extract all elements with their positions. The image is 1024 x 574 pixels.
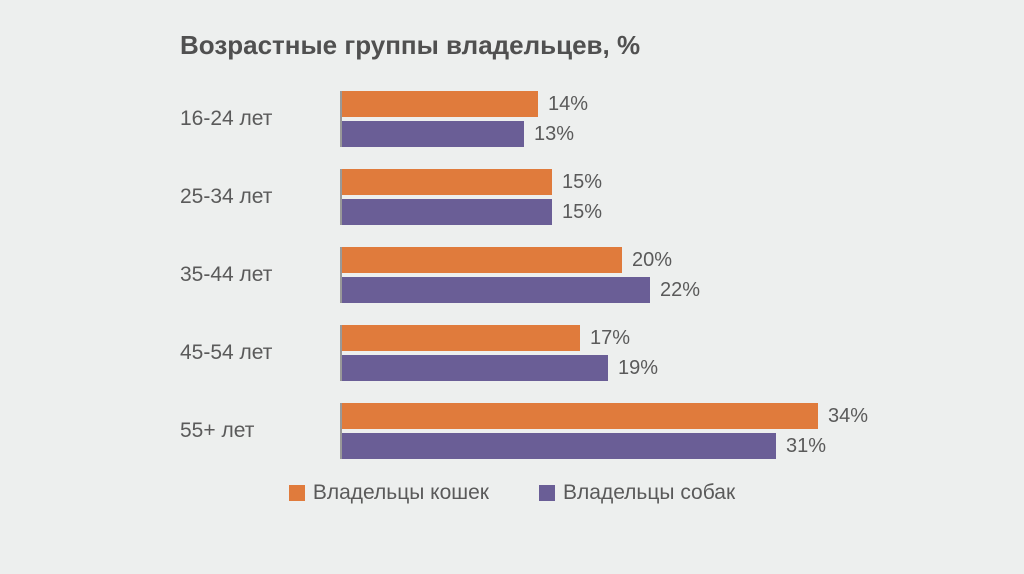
bar-row-cats: 34% <box>342 403 920 429</box>
category-label: 16-24 лет <box>180 107 340 131</box>
bar-dogs <box>342 355 608 381</box>
legend-label: Владельцы собак <box>563 481 735 505</box>
value-label: 31% <box>786 435 826 458</box>
category-label: 55+ лет <box>180 419 340 443</box>
bar-cats <box>342 169 552 195</box>
legend: Владельцы кошек Владельцы собак <box>40 481 984 505</box>
value-label: 15% <box>562 201 602 224</box>
bar-row-cats: 17% <box>342 325 920 351</box>
legend-label: Владельцы кошек <box>313 481 489 505</box>
bar-row-dogs: 13% <box>342 121 920 147</box>
bar-row-dogs: 31% <box>342 433 920 459</box>
value-label: 15% <box>562 171 602 194</box>
category-label: 35-44 лет <box>180 263 340 287</box>
chart-title: Возрастные группы владельцев, % <box>180 30 984 61</box>
legend-item-dogs: Владельцы собак <box>539 481 735 505</box>
bars-track: 14%13% <box>340 91 920 147</box>
bar-dogs <box>342 277 650 303</box>
bar-row-cats: 15% <box>342 169 920 195</box>
bar-dogs <box>342 121 524 147</box>
legend-swatch <box>539 485 555 501</box>
bar-dogs <box>342 199 552 225</box>
category-group: 25-34 лет15%15% <box>180 169 920 225</box>
bar-cats <box>342 403 818 429</box>
bar-cats <box>342 325 580 351</box>
bars-track: 20%22% <box>340 247 920 303</box>
legend-swatch <box>289 485 305 501</box>
value-label: 14% <box>548 93 588 116</box>
bars-track: 34%31% <box>340 403 920 459</box>
bar-cats <box>342 91 538 117</box>
value-label: 20% <box>632 249 672 272</box>
bars-track: 15%15% <box>340 169 920 225</box>
legend-item-cats: Владельцы кошек <box>289 481 489 505</box>
value-label: 17% <box>590 327 630 350</box>
value-label: 13% <box>534 123 574 146</box>
bars-track: 17%19% <box>340 325 920 381</box>
value-label: 22% <box>660 279 700 302</box>
category-group: 45-54 лет17%19% <box>180 325 920 381</box>
bar-chart: 16-24 лет14%13%25-34 лет15%15%35-44 лет2… <box>180 91 920 459</box>
category-label: 25-34 лет <box>180 185 340 209</box>
bar-dogs <box>342 433 776 459</box>
bar-row-cats: 20% <box>342 247 920 273</box>
value-label: 19% <box>618 357 658 380</box>
value-label: 34% <box>828 405 868 428</box>
category-label: 45-54 лет <box>180 341 340 365</box>
category-group: 35-44 лет20%22% <box>180 247 920 303</box>
bar-cats <box>342 247 622 273</box>
bar-row-dogs: 15% <box>342 199 920 225</box>
bar-row-dogs: 22% <box>342 277 920 303</box>
category-group: 16-24 лет14%13% <box>180 91 920 147</box>
bar-row-dogs: 19% <box>342 355 920 381</box>
bar-row-cats: 14% <box>342 91 920 117</box>
category-group: 55+ лет34%31% <box>180 403 920 459</box>
